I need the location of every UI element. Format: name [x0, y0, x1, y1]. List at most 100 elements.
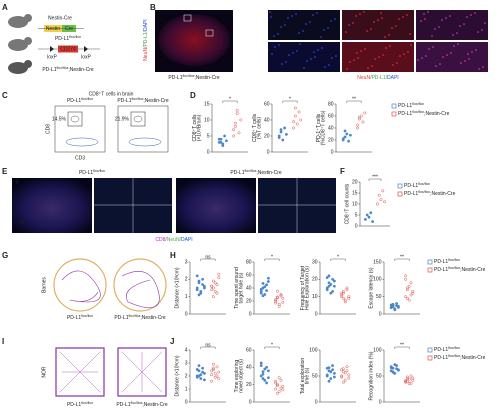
y-axis-label: PD-1⁺T cells — [316, 113, 322, 142]
speck — [327, 27, 329, 29]
data-point — [199, 377, 203, 381]
data-point — [279, 128, 283, 132]
genotype-main: PD-L1 — [116, 402, 130, 408]
genotype-tail: ;Nestin-Cre — [140, 315, 166, 321]
speck — [274, 46, 276, 48]
data-point — [213, 371, 217, 375]
data-point — [199, 290, 203, 293]
genotype-sup: flox/flox — [448, 258, 460, 262]
caption-part: DAPI — [387, 75, 399, 81]
data-point — [295, 122, 299, 126]
genotype-main: PD-L1 — [434, 267, 448, 273]
data-point — [195, 274, 199, 278]
speck — [271, 53, 273, 55]
y-tick-label: 60 — [246, 272, 252, 278]
genotype-main: PD-L1 — [168, 75, 182, 81]
genotype-sup: flox/flox — [93, 169, 105, 173]
caption-part: CD8/ — [155, 237, 167, 243]
panel-label: G — [2, 251, 8, 260]
data-point — [345, 369, 349, 373]
data-point — [259, 291, 263, 295]
data-point — [329, 377, 333, 381]
loxp-site — [84, 46, 88, 52]
speck — [477, 31, 479, 33]
caption: PD-L1flox/flox;Nestin-Cre — [168, 74, 220, 81]
data-point — [266, 369, 270, 373]
genotype-tail: ;Nestin-Cre — [142, 402, 168, 408]
caption: PD-L1flox/flox;Nestin-Cre — [116, 401, 168, 408]
gene-box — [58, 45, 78, 53]
caption: PD-L1flox/flox — [67, 314, 93, 321]
mouse-icons — [8, 14, 32, 74]
y-tick-label: 0 — [185, 399, 188, 405]
data-point — [389, 303, 393, 307]
y-tick-label: 0 — [379, 311, 382, 317]
speck — [382, 54, 384, 56]
legend-label: PD-L1flox/flox — [398, 102, 424, 109]
data-point — [195, 368, 199, 371]
y-tick-label: 3 — [185, 360, 188, 366]
legend-swatch — [397, 183, 403, 189]
data-point — [409, 281, 413, 285]
genotype-sup: flox/flox — [69, 35, 81, 39]
data-point — [343, 298, 347, 302]
speck — [385, 47, 387, 49]
y-axis-label: CD8⁺T cell counts — [344, 183, 350, 224]
y-tick-label: 50 — [376, 294, 382, 300]
speck — [288, 54, 290, 56]
behavior-traces — [53, 258, 167, 397]
sig-bracket — [264, 346, 280, 349]
speck — [353, 59, 355, 61]
significance: * — [289, 96, 291, 102]
genotype-main: PD-L1 — [42, 67, 56, 73]
data-point — [217, 276, 221, 280]
data-point — [215, 374, 219, 378]
data-point — [217, 377, 221, 381]
data-point — [279, 386, 283, 390]
data-point — [331, 290, 335, 293]
data-point — [341, 296, 345, 300]
speck — [460, 62, 462, 64]
speck — [407, 51, 409, 53]
data-point — [281, 300, 285, 304]
speck — [331, 57, 333, 59]
y-tick-label: 10 — [352, 201, 358, 207]
legend-swatch — [427, 259, 433, 265]
data-point — [332, 375, 336, 379]
data-point — [210, 379, 214, 383]
data-point — [325, 276, 329, 280]
label: loxP — [47, 54, 57, 60]
speck — [441, 19, 443, 21]
data-point — [405, 375, 409, 379]
y-tick-label: 4 — [185, 347, 188, 353]
speck — [366, 30, 368, 32]
data-point — [365, 213, 369, 217]
y-tick-label: 40 — [328, 125, 334, 131]
y-tick-label: 40 — [246, 285, 252, 291]
speck — [280, 26, 282, 28]
speck — [281, 63, 283, 65]
speck — [305, 23, 307, 25]
data-point — [197, 374, 201, 378]
genotype-main: PD-L1 — [67, 98, 81, 104]
y-axis-label: Frequency of Target — [300, 265, 306, 310]
data-point — [357, 117, 361, 121]
speck — [475, 49, 477, 51]
y-axis-label: time (s) — [304, 367, 310, 384]
speck — [435, 65, 437, 67]
speck — [478, 68, 480, 70]
roi-label: i — [196, 15, 197, 21]
data-point — [381, 189, 385, 193]
data-point — [356, 126, 360, 130]
speck — [424, 18, 426, 20]
speck — [442, 56, 444, 58]
speck — [310, 58, 312, 60]
caption-part: DAPI — [181, 237, 193, 243]
y-tick-label: 20 — [352, 179, 358, 185]
data-point — [340, 295, 344, 299]
cd8-images — [12, 178, 336, 233]
genotype-sup: flox/flox — [418, 182, 430, 186]
caption-part: PD-L1/ — [371, 75, 387, 81]
data-point — [283, 126, 287, 130]
y-tick-label: 0 — [379, 399, 382, 405]
